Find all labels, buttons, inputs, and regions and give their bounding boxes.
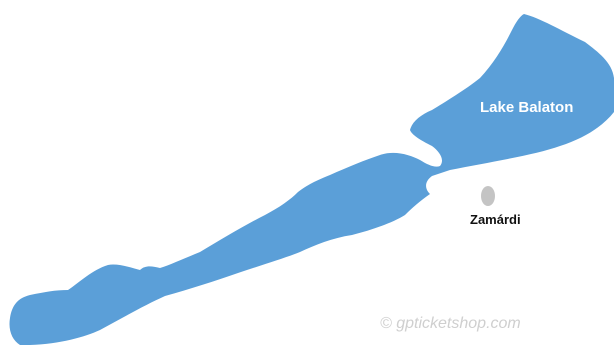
lake-label: Lake Balaton — [480, 99, 573, 116]
lake-shape — [9, 14, 614, 345]
watermark: © gpticketshop.com — [380, 315, 521, 332]
zamardi-marker — [481, 186, 495, 206]
town-label: Zamárdi — [470, 212, 521, 227]
